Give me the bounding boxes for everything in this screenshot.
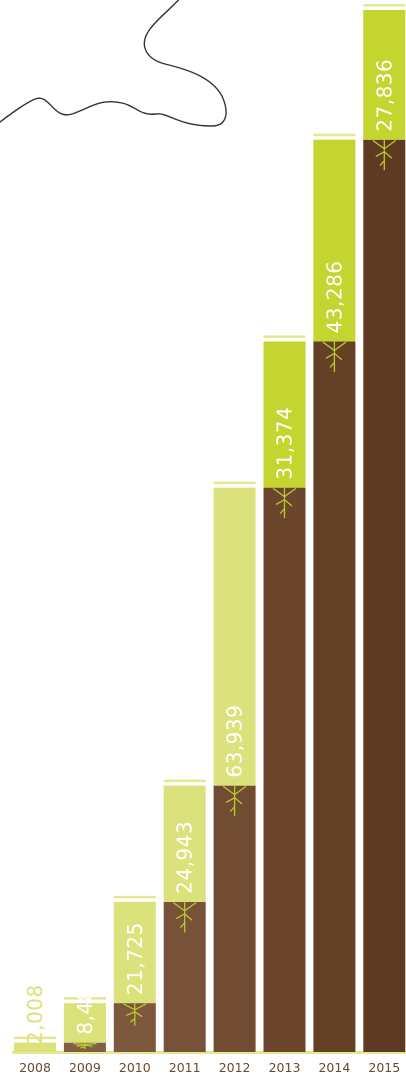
value-label-2011: 24,943 bbox=[173, 821, 197, 894]
root-sprout-2015 bbox=[372, 139, 396, 171]
root-sprout-2009 bbox=[73, 1041, 97, 1050]
decorative-line-drawing bbox=[0, 0, 227, 127]
root-sprout-2013 bbox=[272, 487, 297, 519]
bar-cap-2014 bbox=[313, 133, 356, 137]
value-label-2012: 63,939 bbox=[223, 705, 247, 778]
bar-cap-2011 bbox=[163, 779, 206, 783]
root-sprout-2012 bbox=[222, 784, 247, 817]
bar-cap-2012 bbox=[213, 481, 256, 485]
value-label-2010: 21,725 bbox=[123, 922, 147, 995]
tick-label-2015: 2015 bbox=[368, 1060, 400, 1075]
bars-group bbox=[12, 4, 406, 1054]
root-sprout-2014 bbox=[322, 340, 347, 373]
bar-base-2014 bbox=[313, 341, 356, 1052]
value-label-2013: 31,374 bbox=[273, 407, 297, 480]
value-label-2015: 27,836 bbox=[372, 59, 396, 132]
tick-label-2009: 2009 bbox=[69, 1060, 101, 1075]
tick-label-2014: 2014 bbox=[318, 1060, 350, 1075]
tick-label-2012: 2012 bbox=[219, 1060, 251, 1075]
bar-base-2015 bbox=[363, 139, 406, 1052]
tick-label-2010: 2010 bbox=[119, 1060, 151, 1075]
bar-growth-2014 bbox=[313, 139, 356, 342]
bar-cap-2010 bbox=[113, 895, 156, 899]
baseline-strip bbox=[12, 1051, 406, 1054]
bar-base-2013 bbox=[263, 487, 306, 1052]
value-labels-group: 2,008 8,484 21,725 24,943 63,939 31,374 43,286… bbox=[23, 59, 396, 1044]
bar-growth-2013 bbox=[263, 341, 306, 488]
bar-growth-2015 bbox=[363, 10, 406, 140]
bar-growth-2012 bbox=[213, 487, 256, 786]
x-tick-labels-group: 2008 2009 2010 2011 2012 2013 2014 2015 bbox=[19, 1060, 400, 1075]
bar-growth-2011 bbox=[163, 785, 206, 902]
bar-growth-2009 bbox=[63, 1003, 106, 1043]
bar-cap-2015 bbox=[363, 4, 406, 7]
root-sprout-2010 bbox=[123, 1002, 147, 1026]
bar-cap-2008 bbox=[14, 1036, 56, 1040]
tick-label-2013: 2013 bbox=[269, 1060, 301, 1075]
value-label-2009: 8,484 bbox=[73, 975, 97, 1035]
tick-label-2011: 2011 bbox=[169, 1060, 201, 1075]
bar-base-2012 bbox=[213, 785, 256, 1052]
value-label-2008: 2,008 bbox=[23, 984, 47, 1044]
bar-cap-2009 bbox=[63, 997, 106, 1000]
bar-growth-2010 bbox=[113, 901, 156, 1004]
tick-label-2008: 2008 bbox=[19, 1060, 51, 1075]
bar-cap-2013 bbox=[263, 335, 306, 338]
value-label-2014: 43,286 bbox=[322, 260, 346, 333]
bar-growth-2008 bbox=[14, 1042, 56, 1052]
root-sprout-2011 bbox=[173, 901, 197, 933]
